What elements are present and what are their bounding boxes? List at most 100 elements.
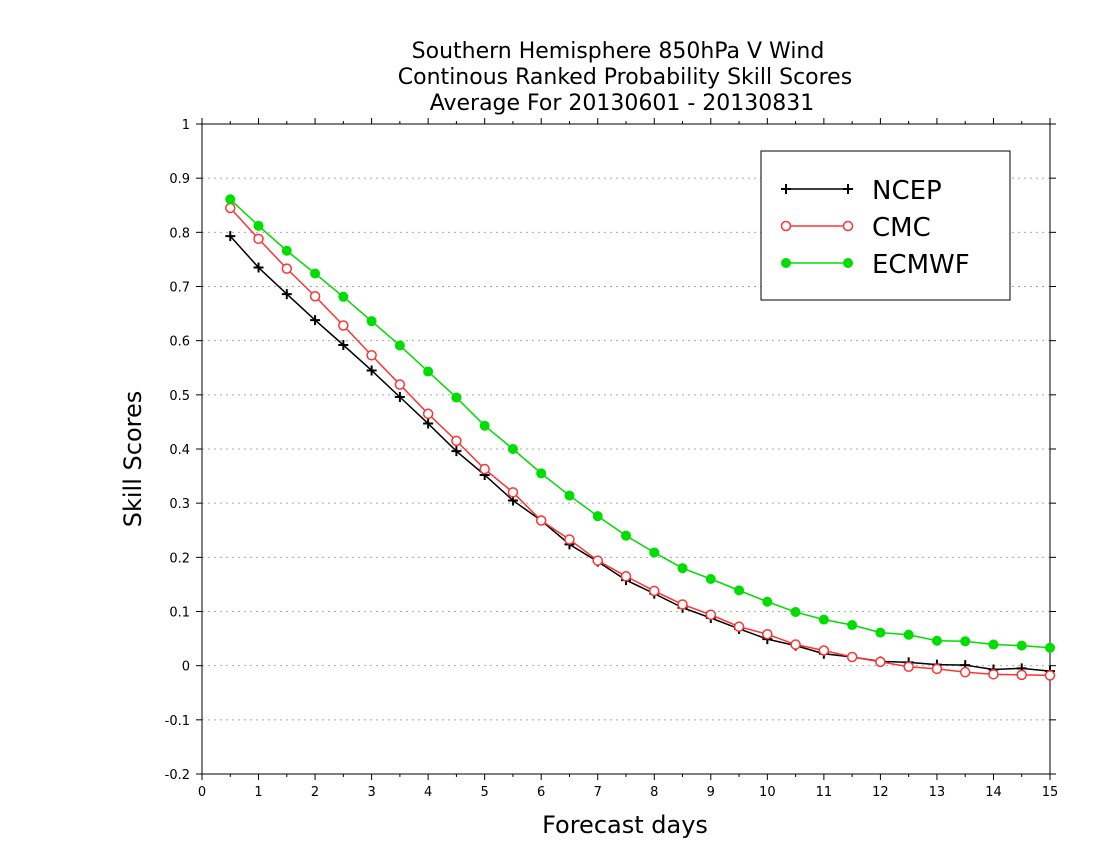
plot-frame xyxy=(201,123,1051,775)
ecmwf-point xyxy=(366,316,377,327)
ecmwf-point xyxy=(564,490,575,501)
legend-marker xyxy=(780,220,792,232)
cmc-point xyxy=(931,663,943,675)
legend-marker xyxy=(843,258,853,268)
cmc-point xyxy=(564,534,575,545)
cmc-point xyxy=(394,379,406,390)
x-tick-label: 0 xyxy=(198,785,206,800)
legend-item-cmc: CMC xyxy=(780,213,931,243)
cmc-point xyxy=(1016,669,1027,681)
ecmwf-point xyxy=(903,629,914,640)
ncep-point xyxy=(366,365,377,376)
ncep-line xyxy=(229,235,1051,672)
ecmwf-point xyxy=(536,468,547,479)
ecmwf-point xyxy=(762,596,773,607)
y-tick-label: 0.4 xyxy=(169,443,190,458)
ncep-point xyxy=(281,289,292,300)
title-line-3: Average For 20130601 - 20130831 xyxy=(430,91,815,116)
x-tick-label: 1 xyxy=(254,785,262,800)
y-tick-label: 0.5 xyxy=(169,389,190,404)
cmc-point xyxy=(479,463,490,475)
legend-item-ncep: NCEP xyxy=(781,176,942,206)
ecmwf-point xyxy=(847,620,858,631)
cmc-point xyxy=(620,571,632,582)
ecmwf-point xyxy=(677,563,688,574)
cmc-point xyxy=(309,291,321,302)
y-tick-label: 0.6 xyxy=(169,335,190,350)
ecmwf-point xyxy=(960,636,971,647)
ncep-point xyxy=(338,340,349,350)
ncep-point xyxy=(310,315,321,326)
ecmwf-point xyxy=(310,268,321,279)
y-tick-label: 1 xyxy=(182,118,190,133)
cmc-point xyxy=(875,656,886,668)
x-tick-label: 7 xyxy=(594,785,602,800)
cmc-point xyxy=(762,629,773,640)
y-tick-label: 0.8 xyxy=(169,226,190,241)
y-axis-label: Skill Scores xyxy=(119,391,147,528)
legend-label: CMC xyxy=(872,213,931,243)
cmc-point xyxy=(253,233,264,245)
legend-marker xyxy=(781,184,791,194)
legend-marker xyxy=(781,258,791,268)
x-tick-label: 14 xyxy=(985,785,1002,800)
legend: NCEP CMC ECMWF xyxy=(760,150,1011,301)
chart-title: Southern Hemisphere 850hPa V Wind Contin… xyxy=(398,39,852,116)
x-tick-label: 13 xyxy=(929,785,946,800)
x-tick-label: 10 xyxy=(759,785,776,800)
x-tick-label: 12 xyxy=(872,785,889,800)
ncep-point xyxy=(253,262,264,273)
y-tick-label: -0.2 xyxy=(165,768,190,783)
series-ecmwf xyxy=(225,194,1055,653)
x-tick-label: 9 xyxy=(707,785,715,800)
ecmwf-point xyxy=(507,444,518,454)
cmc-point xyxy=(366,350,377,361)
legend-marker xyxy=(843,184,853,194)
ecmwf-point xyxy=(621,530,631,541)
cmc-point xyxy=(422,408,434,420)
x-tick-label: 8 xyxy=(650,785,658,800)
cmc-point xyxy=(338,320,349,331)
ncep-point xyxy=(423,418,434,429)
x-tick-label: 5 xyxy=(481,785,489,800)
y-tick-label: -0.1 xyxy=(165,714,190,729)
ncep-point xyxy=(451,446,462,457)
x-axis-label: Forecast days xyxy=(542,811,708,839)
ecmwf-point xyxy=(875,627,886,638)
ecmwf-point xyxy=(790,607,801,618)
x-tick-label: 3 xyxy=(367,785,375,800)
ncep-point xyxy=(394,392,405,402)
legend-label: NCEP xyxy=(872,176,942,206)
ecmwf-point xyxy=(734,585,745,596)
cmc-point xyxy=(790,639,801,650)
ecmwf-point xyxy=(1045,642,1055,653)
legend-label: ECMWF xyxy=(872,250,970,280)
cmc-point xyxy=(959,666,971,678)
ecmwf-point xyxy=(592,511,603,522)
y-tick-label: 0.3 xyxy=(169,497,190,512)
ecmwf-point xyxy=(649,547,660,558)
y-tick-label: 0.2 xyxy=(169,551,190,566)
ecmwf-point xyxy=(225,194,236,205)
title-line-2: Continous Ranked Probability Skill Score… xyxy=(398,65,852,90)
axis-ticks: -0.2-0.100.10.20.30.40.50.60.70.80.910 1 2… xyxy=(165,118,1058,800)
ecmwf-point xyxy=(818,614,829,625)
cmc-point xyxy=(818,645,830,656)
title-line-1: Southern Hemisphere 850hPa V Wind xyxy=(412,39,825,64)
cmc-point xyxy=(592,555,603,566)
cmc-point xyxy=(535,515,547,526)
y-tick-label: 0 xyxy=(182,660,190,675)
x-tick-label: 2 xyxy=(311,785,319,800)
ecmwf-point xyxy=(338,291,349,302)
cmc-point xyxy=(988,669,999,680)
series-ncep xyxy=(225,231,1055,677)
cmc-point xyxy=(903,661,914,672)
x-tick-label: 6 xyxy=(537,785,545,800)
ecmwf-point xyxy=(253,220,264,231)
cmc-point xyxy=(733,621,745,632)
y-tick-label: 0.9 xyxy=(169,172,190,187)
cmc-point xyxy=(507,487,519,498)
ncep-point xyxy=(225,231,236,242)
y-tick-label: 0.7 xyxy=(169,281,190,296)
